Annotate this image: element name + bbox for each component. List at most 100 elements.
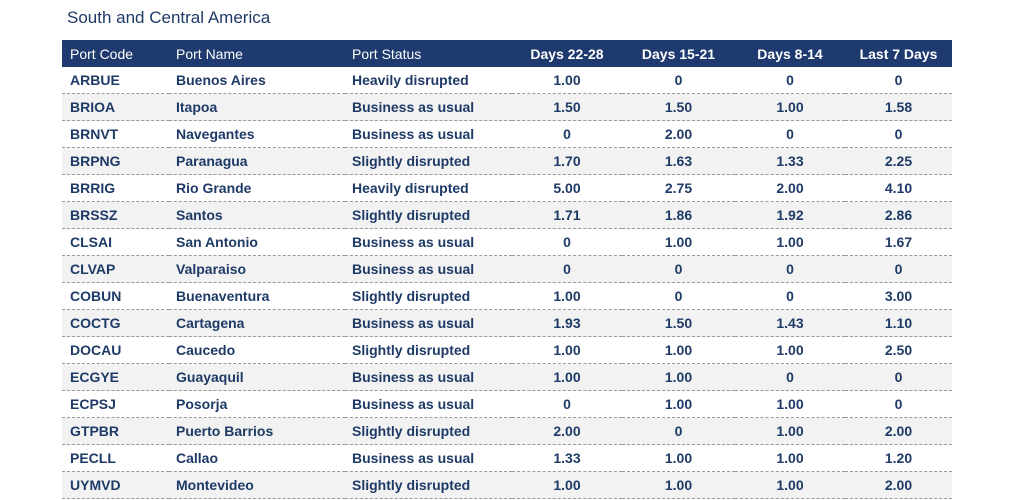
days-8-14-cell: 1.00 <box>735 417 845 445</box>
days-22-28-cell: 1.33 <box>512 444 622 472</box>
table-row: CLVAP Valparaiso Business as usual 0 0 0 0 <box>62 255 952 283</box>
last-7-days-cell: 1.20 <box>845 444 952 472</box>
days-8-14-cell: 0 <box>735 67 845 94</box>
port-status-cell: Business as usual <box>345 309 512 337</box>
days-15-21-cell: 0 <box>622 417 735 445</box>
last-7-days-cell: 4.10 <box>845 174 952 202</box>
table-row: BRNVT Navegantes Business as usual 0 2.00 0 0 <box>62 120 952 148</box>
days-8-14-cell: 1.33 <box>735 147 845 175</box>
port-code-cell: BRIOA <box>62 93 169 121</box>
days-8-14-cell: 1.00 <box>735 471 845 499</box>
days-22-28-cell: 1.00 <box>512 471 622 499</box>
days-15-21-cell: 0 <box>622 282 735 310</box>
last-7-days-cell: 2.25 <box>845 147 952 175</box>
days-8-14-cell: 1.00 <box>735 444 845 472</box>
days-8-14-cell: 0 <box>735 282 845 310</box>
days-15-21-cell: 1.86 <box>622 201 735 229</box>
days-22-28-cell: 0 <box>512 255 622 283</box>
column-header-last-7-days: Last 7 Days <box>845 40 952 67</box>
days-15-21-cell: 0 <box>622 255 735 283</box>
port-status-cell: Slightly disrupted <box>345 417 512 445</box>
column-header-days-22-28: Days 22-28 <box>512 40 622 67</box>
days-22-28-cell: 1.00 <box>512 282 622 310</box>
table-row: CLSAI San Antonio Business as usual 0 1.00 1.… <box>62 228 952 256</box>
table-row: BRIOA Itapoa Business as usual 1.50 1.50 1.00… <box>62 93 952 121</box>
days-8-14-cell: 0 <box>735 363 845 391</box>
days-8-14-cell: 1.00 <box>735 228 845 256</box>
table-body: ARBUE Buenos Aires Heavily disrupted 1.00 0 0… <box>62 67 952 499</box>
days-22-28-cell: 1.00 <box>512 67 622 94</box>
days-22-28-cell: 1.71 <box>512 201 622 229</box>
port-status-cell: Slightly disrupted <box>345 147 512 175</box>
column-header-port-status: Port Status <box>345 40 512 67</box>
last-7-days-cell: 0 <box>845 390 952 418</box>
table-row: BRPNG Paranagua Slightly disrupted 1.70 1.63… <box>62 147 952 175</box>
days-8-14-cell: 1.92 <box>735 201 845 229</box>
port-name-cell: Paranagua <box>169 147 345 175</box>
port-name-cell: Valparaiso <box>169 255 345 283</box>
port-code-cell: PECLL <box>62 444 169 472</box>
days-22-28-cell: 1.00 <box>512 363 622 391</box>
last-7-days-cell: 2.86 <box>845 201 952 229</box>
days-15-21-cell: 0 <box>622 67 735 94</box>
table-row: BRSSZ Santos Slightly disrupted 1.71 1.86 1.9… <box>62 201 952 229</box>
port-status-table: Port Code Port Name Port Status Days 22-… <box>62 40 952 499</box>
port-name-cell: Guayaquil <box>169 363 345 391</box>
port-status-cell: Business as usual <box>345 228 512 256</box>
port-status-cell: Heavily disrupted <box>345 174 512 202</box>
last-7-days-cell: 2.50 <box>845 336 952 364</box>
port-code-cell: CLSAI <box>62 228 169 256</box>
days-22-28-cell: 0 <box>512 228 622 256</box>
column-header-port-code: Port Code <box>62 40 169 67</box>
port-name-cell: Montevideo <box>169 471 345 499</box>
port-code-cell: BRRIG <box>62 174 169 202</box>
port-name-cell: Callao <box>169 444 345 472</box>
region-title: South and Central America <box>67 8 271 27</box>
port-code-cell: ECGYE <box>62 363 169 391</box>
port-status-cell: Business as usual <box>345 444 512 472</box>
port-status-cell: Slightly disrupted <box>345 282 512 310</box>
days-22-28-cell: 5.00 <box>512 174 622 202</box>
port-code-cell: DOCAU <box>62 336 169 364</box>
port-status-cell: Business as usual <box>345 390 512 418</box>
port-code-cell: CLVAP <box>62 255 169 283</box>
days-8-14-cell: 1.43 <box>735 309 845 337</box>
days-8-14-cell: 1.00 <box>735 93 845 121</box>
port-name-cell: Puerto Barrios <box>169 417 345 445</box>
days-15-21-cell: 1.50 <box>622 93 735 121</box>
days-15-21-cell: 1.00 <box>622 390 735 418</box>
days-15-21-cell: 1.63 <box>622 147 735 175</box>
port-name-cell: San Antonio <box>169 228 345 256</box>
port-code-cell: UYMVD <box>62 471 169 499</box>
port-code-cell: ECPSJ <box>62 390 169 418</box>
port-name-cell: Santos <box>169 201 345 229</box>
days-22-28-cell: 0 <box>512 120 622 148</box>
column-header-days-15-21: Days 15-21 <box>622 40 735 67</box>
days-15-21-cell: 2.00 <box>622 120 735 148</box>
port-status-cell: Business as usual <box>345 363 512 391</box>
port-status-cell: Slightly disrupted <box>345 201 512 229</box>
table-row: GTPBR Puerto Barrios Slightly disrupted 2.0… <box>62 417 952 445</box>
days-22-28-cell: 0 <box>512 390 622 418</box>
port-name-cell: Navegantes <box>169 120 345 148</box>
port-code-cell: COCTG <box>62 309 169 337</box>
port-status-cell: Business as usual <box>345 120 512 148</box>
last-7-days-cell: 1.10 <box>845 309 952 337</box>
table-row: PECLL Callao Business as usual 1.33 1.00 1.00… <box>62 444 952 472</box>
last-7-days-cell: 2.00 <box>845 417 952 445</box>
last-7-days-cell: 0 <box>845 255 952 283</box>
port-name-cell: Cartagena <box>169 309 345 337</box>
days-15-21-cell: 1.00 <box>622 228 735 256</box>
days-22-28-cell: 1.00 <box>512 336 622 364</box>
port-name-cell: Itapoa <box>169 93 345 121</box>
port-code-cell: BRSSZ <box>62 201 169 229</box>
table-row: UYMVD Montevideo Slightly disrupted 1.00 1.0… <box>62 471 952 499</box>
port-name-cell: Buenaventura <box>169 282 345 310</box>
days-15-21-cell: 2.75 <box>622 174 735 202</box>
port-status-cell: Slightly disrupted <box>345 336 512 364</box>
port-status-cell: Business as usual <box>345 255 512 283</box>
last-7-days-cell: 1.58 <box>845 93 952 121</box>
last-7-days-cell: 1.67 <box>845 228 952 256</box>
days-8-14-cell: 1.00 <box>735 390 845 418</box>
last-7-days-cell: 2.00 <box>845 471 952 499</box>
